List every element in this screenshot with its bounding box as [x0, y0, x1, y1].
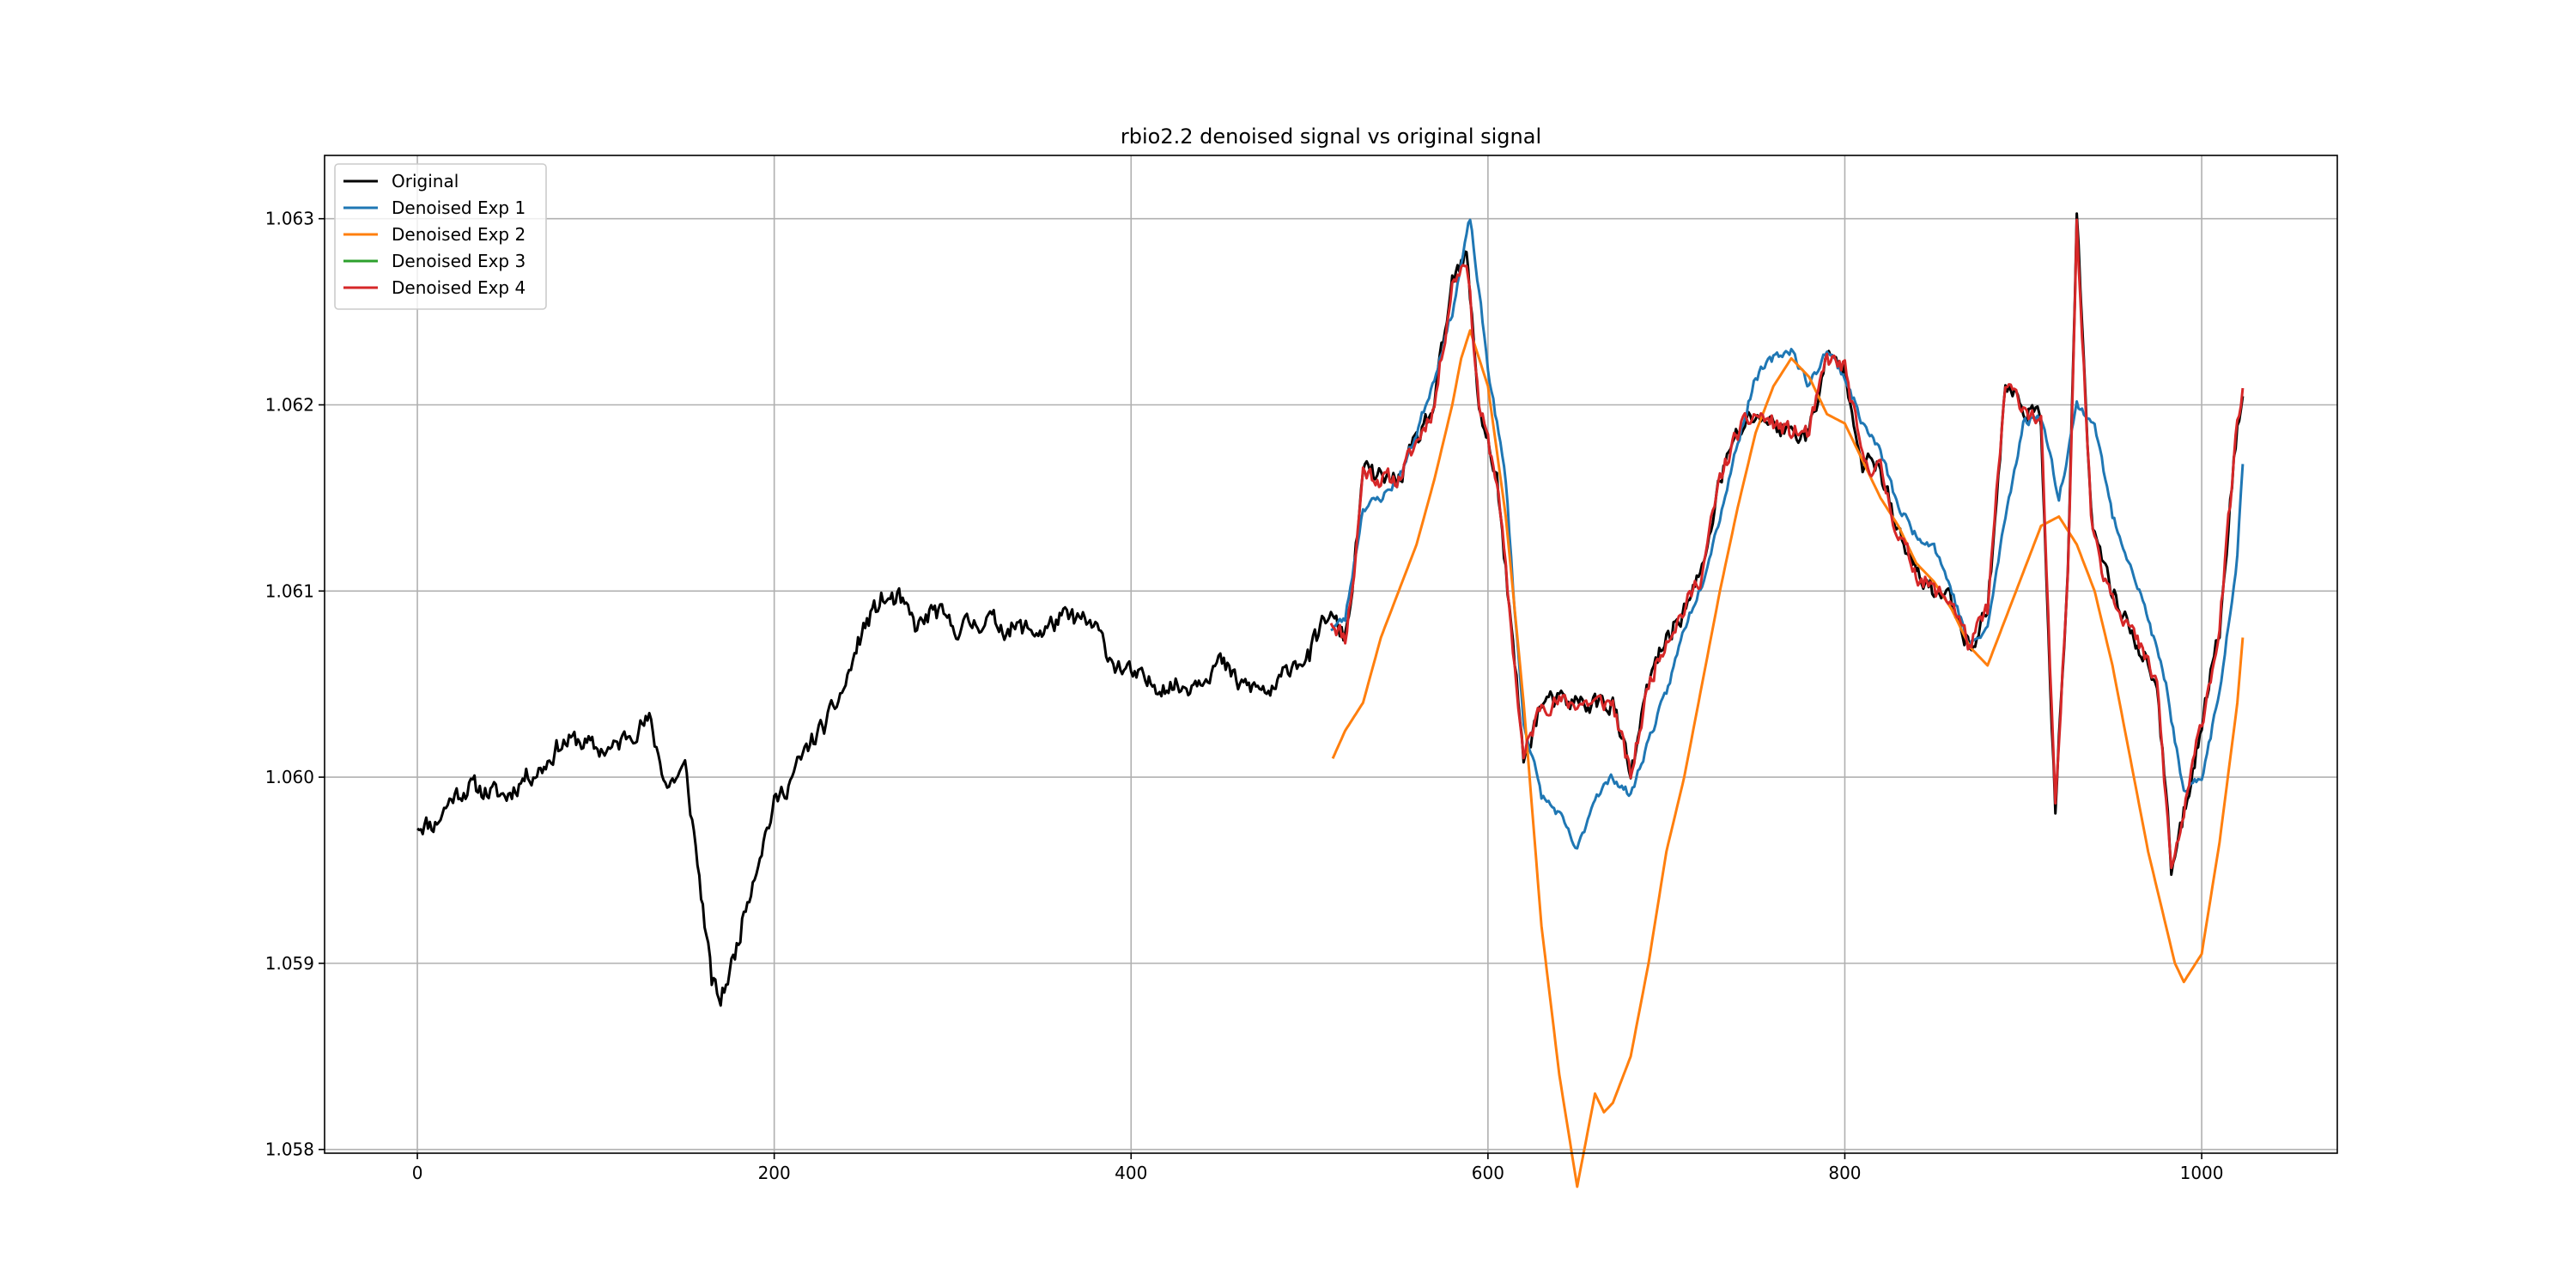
- series-line-3: [1331, 329, 2245, 1188]
- grid-lines: [325, 155, 2337, 1153]
- x-tick-label: 600: [1472, 1163, 1504, 1183]
- x-tick-label: 1000: [2180, 1163, 2224, 1183]
- y-tick-label: 1.063: [265, 209, 314, 229]
- y-tick-label: 1.059: [265, 953, 314, 974]
- y-tick-label: 1.062: [265, 395, 314, 416]
- x-tick-label: 800: [1828, 1163, 1861, 1183]
- series-line-2: [1330, 218, 2245, 850]
- legend-label: Denoised Exp 4: [392, 277, 526, 298]
- legend: Original Denoised Exp 1 Denoised Exp 2 Deno…: [334, 163, 547, 310]
- series-line-5: [1329, 218, 2245, 870]
- legend-label: Denoised Exp 2: [392, 224, 526, 245]
- y-tick-label: 1.058: [265, 1139, 314, 1160]
- series-line-1: [416, 212, 2245, 1007]
- legend-label: Original: [392, 171, 459, 191]
- y-tick-label: 1.060: [265, 767, 314, 787]
- axis-ticks: 0 200 400 600 800 1000 1.058 1.059 1.060 1.061 1.0…: [265, 209, 2224, 1183]
- y-tick-label: 1.061: [265, 580, 314, 601]
- legend-box: [334, 163, 547, 310]
- series-lines: [416, 212, 2245, 1188]
- plot-frame: [324, 155, 2338, 1154]
- x-tick-label: 200: [758, 1163, 791, 1183]
- x-tick-label: 0: [412, 1163, 423, 1183]
- legend-label: Denoised Exp 3: [392, 251, 526, 271]
- x-tick-label: 400: [1115, 1163, 1147, 1183]
- legend-label: Denoised Exp 1: [392, 197, 526, 218]
- chart-title: rbio2.2 denoised signal vs original sign…: [1121, 125, 1541, 149]
